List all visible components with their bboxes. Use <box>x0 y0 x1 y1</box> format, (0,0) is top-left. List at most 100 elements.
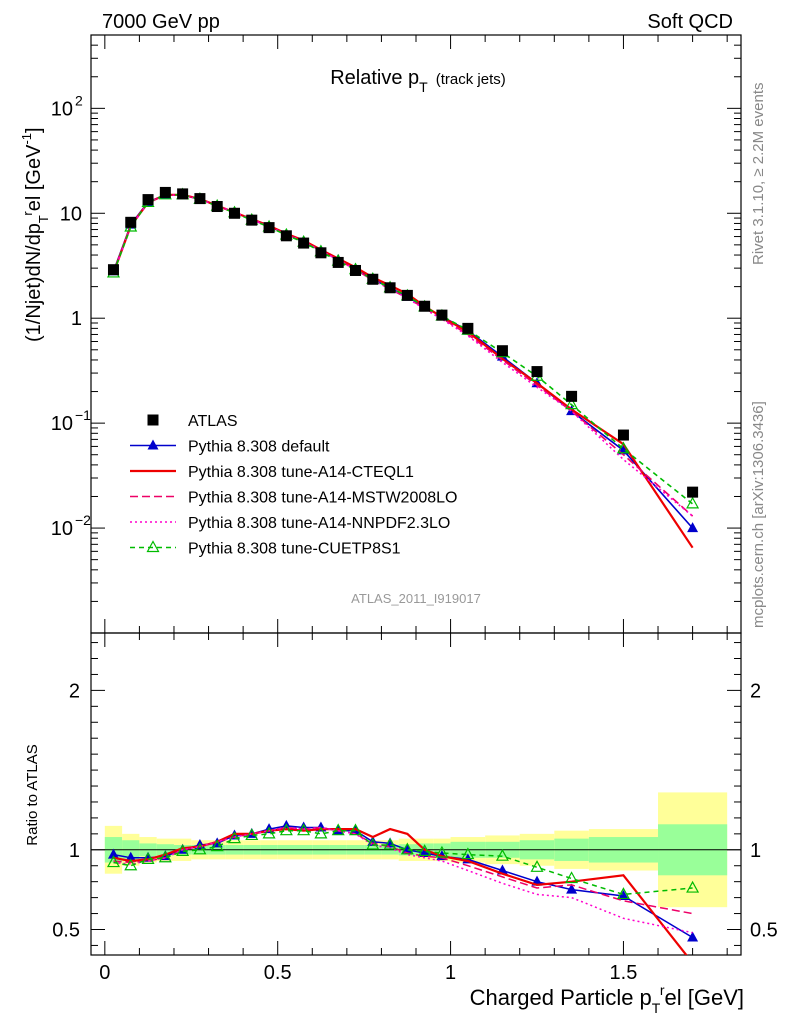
side-label-top: Rivet 3.1.10, ≥ 2.2M events <box>750 83 767 266</box>
legend-label: Pythia 8.308 tune-CUETP8S1 <box>188 541 401 558</box>
atlas-data-point <box>280 230 292 242</box>
atlas-data-point <box>436 309 448 321</box>
ratio-series-marker <box>461 847 475 860</box>
main-title-text: Relative p <box>330 67 419 89</box>
ratio-curves <box>106 819 700 955</box>
main-y-tick-exponent: −1 <box>75 407 91 423</box>
ratio-series-marker <box>106 855 120 868</box>
atlas-data-point <box>617 429 629 441</box>
atlas-data-point <box>228 207 240 219</box>
ratio-series-marker <box>565 871 579 884</box>
ratio-series-marker <box>176 844 190 856</box>
atlas-data-point <box>531 366 543 378</box>
ratio-series-marker <box>687 931 699 942</box>
atlas-data-point <box>349 264 361 276</box>
main-y-tick-exponent: 2 <box>75 92 83 108</box>
legend-label: ATLAS <box>188 413 238 430</box>
ratio-series-marker <box>124 858 138 871</box>
x-tick-label: 1 <box>445 962 456 984</box>
atlas-data-point <box>367 273 379 285</box>
atlas-data-point <box>211 201 223 213</box>
ratio-y-tick-label: 0.5 <box>52 919 80 941</box>
atlas-data-point <box>566 390 578 402</box>
atlas-data-point <box>419 300 431 312</box>
atlas-data-point <box>125 216 137 228</box>
atlas-data-point <box>298 237 310 249</box>
atlas-data-point <box>263 222 275 234</box>
main-series-marker <box>686 496 700 509</box>
atlas-data-point <box>401 289 413 301</box>
ratio-series-marker <box>419 846 431 857</box>
legend-label: Pythia 8.308 default <box>188 439 330 456</box>
ratio-y-axis-label: Ratio to ATLAS <box>24 744 41 845</box>
ratio-series-marker <box>193 842 207 855</box>
main-series-marker <box>687 522 699 533</box>
x-axis-label-sub: T <box>652 1000 661 1016</box>
ratio-series-marker <box>435 845 449 858</box>
x-axis-label: Charged Particle pTrel [GeV] <box>470 982 744 1016</box>
x-axis-label-main: Charged Particle p <box>470 985 652 1010</box>
atlas-data-point <box>194 193 206 205</box>
ratio-series-marker <box>495 848 509 861</box>
atlas-data-point <box>159 186 171 198</box>
ratio-series-marker <box>279 823 293 836</box>
main-y-tick-label: 10 <box>60 203 82 225</box>
ratio-series-marker <box>400 842 414 855</box>
ratio-y-tick-label: 2 <box>69 680 80 702</box>
ratio-y-tick-label-right: 1 <box>750 840 761 862</box>
main-series-line <box>112 194 694 505</box>
main-y-tick-label: 1 <box>71 308 82 330</box>
x-tick-label: 0 <box>99 962 110 984</box>
ratio-series-marker <box>141 852 155 864</box>
main-title-note: (track jets) <box>436 71 506 88</box>
main-series-marker <box>565 397 579 410</box>
ratio-series-marker <box>616 887 630 900</box>
atlas-data-point <box>142 194 154 206</box>
atlas-data-point <box>384 282 396 294</box>
legend-label: Pythia 8.308 tune-A14-MSTW2008LO <box>188 490 457 507</box>
legend-label: Pythia 8.308 tune-A14-NNPDF2.3LO <box>188 515 450 532</box>
main-y-tick-label: 10 <box>51 98 73 120</box>
header-right-label: Soft QCD <box>647 11 733 33</box>
ratio-y-tick-label-right: 0.5 <box>750 919 778 941</box>
header-left-label: 7000 GeV pp <box>102 11 220 33</box>
main-series-marker <box>616 441 630 454</box>
atlas-data-point <box>246 214 258 226</box>
ratio-series-marker <box>418 844 432 856</box>
legend-marker <box>146 540 160 553</box>
main-y-axis-label: (1/Njet)dN/dpTrel [GeV-1] <box>19 127 51 342</box>
ratio-series-marker <box>125 851 137 862</box>
atlas-data-point <box>687 486 699 498</box>
ratio-series-marker <box>107 848 119 859</box>
x-tick-label: 1.5 <box>610 962 638 984</box>
x-axis-label-tail: el [GeV] <box>665 985 744 1010</box>
ratio-series-line <box>113 826 693 934</box>
ratio-series-marker <box>366 837 380 850</box>
atlas-data-point <box>496 345 508 357</box>
main-y-tick-label: 10 <box>51 413 73 435</box>
ratio-series-marker <box>331 823 345 836</box>
ratio-series-marker <box>262 826 276 839</box>
watermark-label: ATLAS_2011_I919017 <box>351 591 481 606</box>
ratio-y-tick-label-right: 2 <box>750 680 761 702</box>
legend-marker <box>147 414 159 426</box>
ratio-series-marker <box>401 843 413 854</box>
ratio-series-marker <box>686 880 700 893</box>
ratio-series-marker <box>245 828 259 841</box>
ratio-series-marker <box>158 850 172 863</box>
main-series-line <box>112 194 694 517</box>
atlas-data-point <box>107 264 119 276</box>
ratio-series-marker <box>314 826 328 839</box>
ratio-series-marker <box>566 883 578 894</box>
ratio-series-marker <box>210 839 224 852</box>
ratio-series-marker <box>383 837 397 850</box>
main-title-subscript: T <box>419 79 428 95</box>
atlas-data-point <box>332 256 344 268</box>
legend: ATLAS Pythia 8.308 default Pythia 8.308 tu… <box>130 413 457 558</box>
main-title: Relative pT (track jets) <box>330 67 506 95</box>
x-axis-label-sup: r <box>660 982 665 998</box>
legend-label: Pythia 8.308 tune-A14-CTEQL1 <box>188 464 414 481</box>
ratio-frame <box>90 632 742 956</box>
